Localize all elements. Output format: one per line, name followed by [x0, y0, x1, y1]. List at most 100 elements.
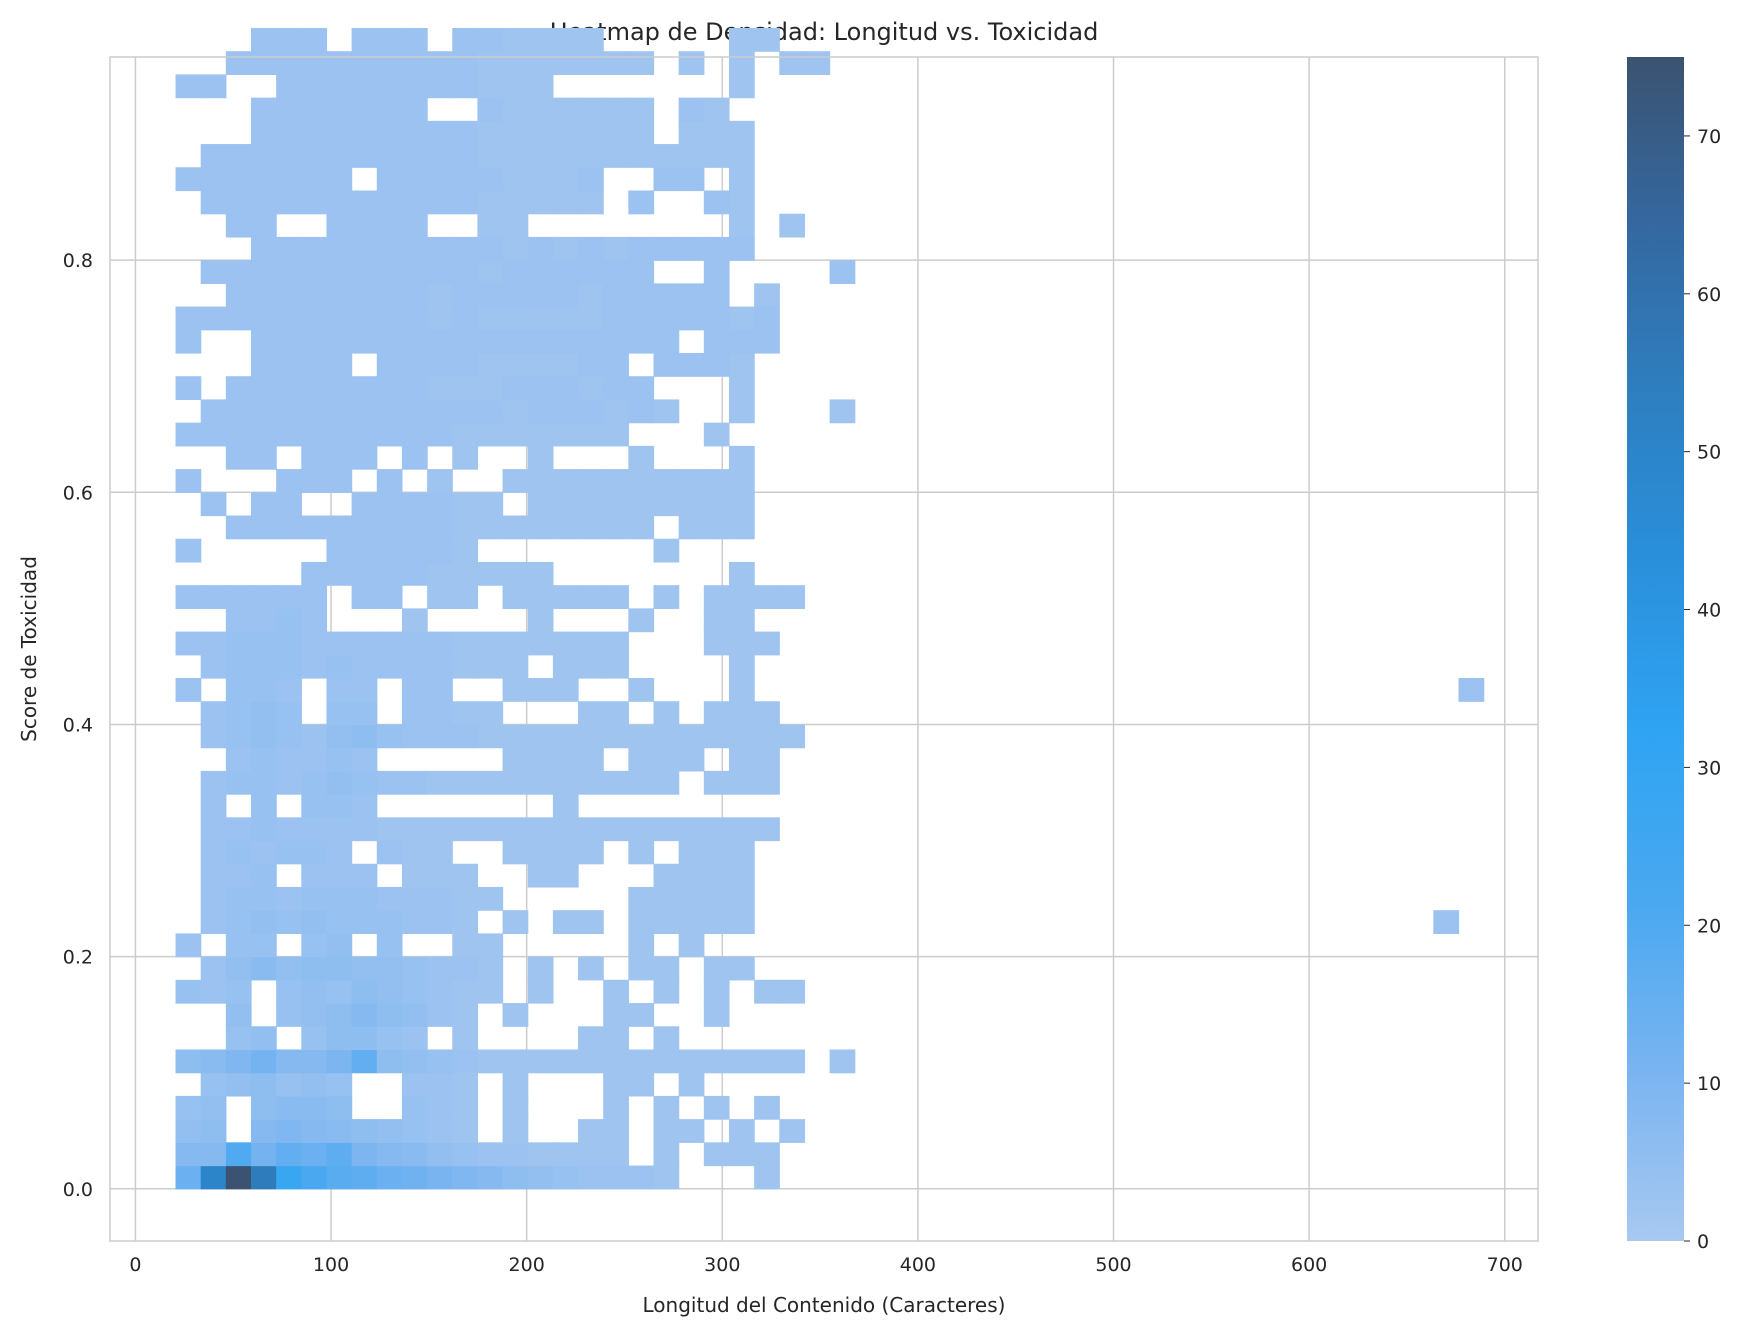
- heatmap-cell: [301, 979, 328, 1004]
- heatmap-cell: [678, 236, 705, 261]
- heatmap-cell: [326, 794, 353, 818]
- heatmap-cell: [527, 678, 554, 702]
- heatmap-cell: [452, 956, 479, 981]
- heatmap-cell: [175, 1119, 202, 1143]
- heatmap-cell: [703, 422, 730, 447]
- heatmap-cell: [326, 1095, 353, 1120]
- heatmap-cell: [401, 724, 428, 749]
- heatmap-cell: [326, 654, 353, 679]
- heatmap-cell: [502, 283, 529, 308]
- heatmap-cell: [527, 236, 554, 261]
- heatmap-cell: [427, 678, 453, 702]
- heatmap-cell: [251, 144, 277, 168]
- heatmap-cell: [427, 863, 453, 888]
- heatmap-cell: [452, 886, 479, 911]
- heatmap-cell: [326, 306, 353, 331]
- heatmap-cell: [351, 236, 378, 261]
- heatmap-cell: [175, 329, 202, 354]
- heatmap-cell: [678, 863, 705, 888]
- heatmap-cell: [728, 74, 755, 99]
- heatmap-cell: [175, 422, 202, 447]
- heatmap-cell: [276, 120, 302, 145]
- heatmap-cell: [653, 283, 680, 308]
- heatmap-cell: [376, 422, 403, 447]
- heatmap-cell: [527, 376, 554, 401]
- heatmap-cell: [603, 260, 629, 284]
- heatmap-cell: [401, 886, 428, 911]
- heatmap-cell: [351, 329, 378, 354]
- heatmap-cell: [376, 724, 403, 749]
- heatmap-cell: [301, 120, 328, 145]
- heatmap-cell: [301, 724, 328, 749]
- heatmap-cell: [728, 120, 755, 145]
- heatmap-cell: [225, 260, 252, 284]
- heatmap-cell: [754, 979, 780, 1004]
- heatmap-cell: [527, 144, 554, 168]
- heatmap-cell: [376, 654, 403, 679]
- heatmap-cell: [653, 863, 680, 888]
- heatmap-cell: [276, 956, 302, 981]
- heatmap-cell: [603, 144, 629, 168]
- heatmap-cell: [603, 585, 629, 609]
- heatmap-cell: [276, 236, 302, 261]
- heatmap-cell: [552, 353, 579, 377]
- heatmap-cell: [225, 445, 252, 470]
- heatmap-cell: [276, 1003, 302, 1027]
- heatmap-cell: [603, 236, 629, 261]
- heatmap-cell: [401, 376, 428, 401]
- heatmap-cell: [829, 399, 856, 424]
- heatmap-cell: [653, 399, 680, 424]
- heatmap-cell: [175, 1165, 202, 1190]
- heatmap-cell: [653, 770, 680, 795]
- heatmap-cell: [301, 399, 328, 424]
- heatmap-cell: [678, 817, 705, 842]
- heatmap-cell: [401, 1142, 428, 1167]
- heatmap-cell: [502, 353, 529, 377]
- heatmap-cell: [603, 979, 629, 1004]
- heatmap-cell: [578, 190, 604, 215]
- heatmap-cell: [225, 399, 252, 424]
- heatmap-cell: [401, 144, 428, 168]
- heatmap-cell: [603, 817, 629, 842]
- heatmap-cell: [728, 213, 755, 238]
- heatmap-cell: [301, 561, 328, 586]
- heatmap-cell: [200, 770, 227, 795]
- heatmap-cell: [427, 376, 453, 401]
- heatmap-cell: [578, 585, 604, 609]
- heatmap-cell: [552, 678, 579, 702]
- heatmap-cell: [477, 654, 504, 679]
- heatmap-cell: [452, 979, 479, 1004]
- heatmap-cell: [552, 329, 579, 354]
- heatmap-cell: [376, 1165, 403, 1190]
- heatmap-cell: [376, 515, 403, 540]
- heatmap-cell: [376, 190, 403, 215]
- heatmap-cell: [703, 260, 730, 284]
- heatmap-cell: [603, 1165, 629, 1190]
- heatmap-cell: [502, 120, 529, 145]
- heatmap-cell: [779, 1119, 806, 1143]
- heatmap-cell: [452, 538, 479, 563]
- heatmap-cell: [653, 144, 680, 168]
- heatmap-cell: [200, 979, 227, 1004]
- heatmap-cell: [502, 306, 529, 331]
- heatmap-cell: [251, 376, 277, 401]
- heatmap-cell: [200, 817, 227, 842]
- heatmap-cell: [653, 492, 680, 517]
- heatmap-cell: [603, 724, 629, 749]
- heatmap-cell: [452, 120, 479, 145]
- heatmap-cell: [401, 445, 428, 470]
- heatmap-cell: [452, 631, 479, 656]
- heatmap-cell: [502, 840, 529, 865]
- heatmap-cell: [376, 1142, 403, 1167]
- heatmap-cell: [603, 283, 629, 308]
- heatmap-cell: [301, 1165, 328, 1190]
- heatmap-cell: [603, 306, 629, 331]
- heatmap-cell: [200, 306, 227, 331]
- heatmap-cell: [276, 979, 302, 1004]
- heatmap-cell: [225, 144, 252, 168]
- heatmap-cell: [603, 1049, 629, 1074]
- heatmap-cell: [477, 1142, 504, 1167]
- heatmap-cell: [326, 1049, 353, 1074]
- heatmap-cell: [301, 422, 328, 447]
- heatmap-cell: [351, 979, 378, 1004]
